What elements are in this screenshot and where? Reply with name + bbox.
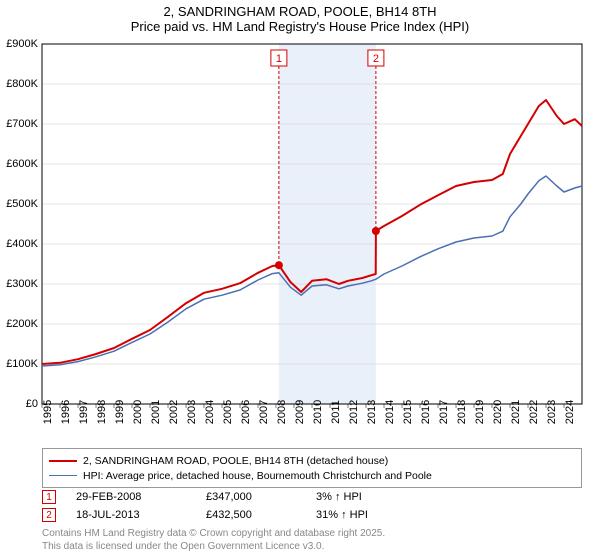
- legend: 2, SANDRINGHAM ROAD, POOLE, BH14 8TH (de…: [42, 448, 582, 488]
- x-tick-label: 2008: [276, 400, 288, 424]
- title-block: 2, SANDRINGHAM ROAD, POOLE, BH14 8TH Pri…: [0, 0, 600, 34]
- legend-swatch: [49, 460, 77, 462]
- x-tick-label: 2003: [186, 400, 198, 424]
- y-tick-label: £0: [26, 398, 38, 410]
- title-line1: 2, SANDRINGHAM ROAD, POOLE, BH14 8TH: [0, 4, 600, 19]
- sale-marker-box: 2: [42, 508, 56, 522]
- x-tick-label: 2002: [168, 400, 180, 424]
- legend-label: 2, SANDRINGHAM ROAD, POOLE, BH14 8TH (de…: [83, 455, 388, 467]
- x-tick-label: 2000: [132, 400, 144, 424]
- chart-area: 12: [42, 44, 582, 404]
- x-tick-label: 2019: [474, 400, 486, 424]
- sale-records: 1 29-FEB-2008 £347,000 3% ↑ HPI 2 18-JUL-2013…: [42, 488, 582, 524]
- x-tick-label: 1997: [78, 400, 90, 424]
- y-tick-label: £400K: [6, 238, 38, 250]
- x-tick-label: 2013: [366, 400, 378, 424]
- y-tick-label: £100K: [6, 358, 38, 370]
- x-tick-label: 2015: [402, 400, 414, 424]
- sale-pct: 31% ↑ HPI: [316, 509, 416, 521]
- legend-swatch: [49, 475, 77, 477]
- x-axis: 1995199619971998199920002001200220032004…: [42, 408, 582, 448]
- x-tick-label: 2024: [564, 400, 576, 424]
- x-tick-label: 2020: [492, 400, 504, 424]
- x-tick-label: 1998: [96, 400, 108, 424]
- legend-row: HPI: Average price, detached house, Bour…: [49, 468, 575, 483]
- y-tick-label: £600K: [6, 158, 38, 170]
- sale-date: 29-FEB-2008: [76, 491, 196, 503]
- y-tick-label: £500K: [6, 198, 38, 210]
- line-chart: 12: [42, 44, 582, 404]
- x-tick-label: 1995: [42, 400, 54, 424]
- x-tick-label: 2010: [312, 400, 324, 424]
- legend-row: 2, SANDRINGHAM ROAD, POOLE, BH14 8TH (de…: [49, 453, 575, 468]
- title-line2: Price paid vs. HM Land Registry's House …: [0, 19, 600, 34]
- sale-row: 1 29-FEB-2008 £347,000 3% ↑ HPI: [42, 488, 582, 506]
- x-tick-label: 2001: [150, 400, 162, 424]
- x-tick-label: 2009: [294, 400, 306, 424]
- sale-pct: 3% ↑ HPI: [316, 491, 416, 503]
- x-tick-label: 1999: [114, 400, 126, 424]
- sale-marker-box: 1: [42, 490, 56, 504]
- x-tick-label: 2016: [420, 400, 432, 424]
- chart-container: 2, SANDRINGHAM ROAD, POOLE, BH14 8TH Pri…: [0, 0, 600, 560]
- x-tick-label: 2006: [240, 400, 252, 424]
- x-tick-label: 2012: [348, 400, 360, 424]
- sale-price: £432,500: [206, 509, 306, 521]
- x-tick-label: 2023: [546, 400, 558, 424]
- footer-line2: This data is licensed under the Open Gov…: [42, 541, 582, 554]
- y-tick-label: £700K: [6, 118, 38, 130]
- x-tick-label: 2014: [384, 400, 396, 424]
- x-tick-label: 2018: [456, 400, 468, 424]
- footer-line1: Contains HM Land Registry data © Crown c…: [42, 528, 582, 541]
- y-tick-label: £900K: [6, 38, 38, 50]
- x-tick-label: 2004: [204, 400, 216, 424]
- svg-text:2: 2: [373, 53, 379, 65]
- svg-text:1: 1: [276, 53, 282, 65]
- x-tick-label: 2011: [330, 400, 342, 424]
- x-tick-label: 1996: [60, 400, 72, 424]
- x-tick-label: 2005: [222, 400, 234, 424]
- legend-label: HPI: Average price, detached house, Bour…: [83, 470, 432, 482]
- y-tick-label: £200K: [6, 318, 38, 330]
- y-tick-label: £300K: [6, 278, 38, 290]
- sale-row: 2 18-JUL-2013 £432,500 31% ↑ HPI: [42, 506, 582, 524]
- sale-price: £347,000: [206, 491, 306, 503]
- sale-date: 18-JUL-2013: [76, 509, 196, 521]
- x-tick-label: 2021: [510, 400, 522, 424]
- x-tick-label: 2007: [258, 400, 270, 424]
- y-axis: £0£100K£200K£300K£400K£500K£600K£700K£80…: [0, 44, 40, 404]
- y-tick-label: £800K: [6, 78, 38, 90]
- x-tick-label: 2017: [438, 400, 450, 424]
- footer: Contains HM Land Registry data © Crown c…: [42, 528, 582, 553]
- x-tick-label: 2022: [528, 400, 540, 424]
